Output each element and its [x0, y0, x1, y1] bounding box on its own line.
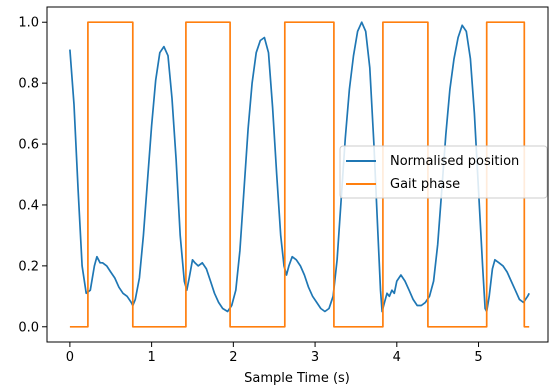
x-axis: 0 1 2 3 4 5 [66, 342, 483, 365]
y-tick-label: 0.8 [18, 77, 39, 92]
y-tick-label: 0.4 [18, 198, 39, 213]
x-tick-label: 5 [474, 350, 482, 365]
x-tick-label: 0 [66, 350, 74, 365]
y-tick-label: 0.2 [18, 259, 39, 274]
legend-box [339, 145, 548, 199]
series-line-normalised-position [69, 21, 530, 313]
x-tick-label: 2 [229, 350, 237, 365]
legend-label-gait-phase: Gait phase [390, 177, 460, 192]
y-tick-label: 0.6 [18, 138, 39, 153]
legend-label-normalised-position: Normalised position [390, 154, 519, 169]
x-tick-label: 4 [393, 350, 401, 365]
legend: Normalised position Gait phase [339, 145, 548, 199]
y-tick-label: 0.0 [18, 320, 39, 335]
x-tick-label: 1 [147, 350, 155, 365]
axes-frame [46, 6, 549, 343]
y-tick-label: 1.0 [18, 16, 39, 31]
x-axis-label: Sample Time (s) [244, 371, 350, 386]
y-axis: 0.0 0.2 0.4 0.6 0.8 1.0 [18, 16, 47, 335]
x-tick-label: 3 [311, 350, 319, 365]
